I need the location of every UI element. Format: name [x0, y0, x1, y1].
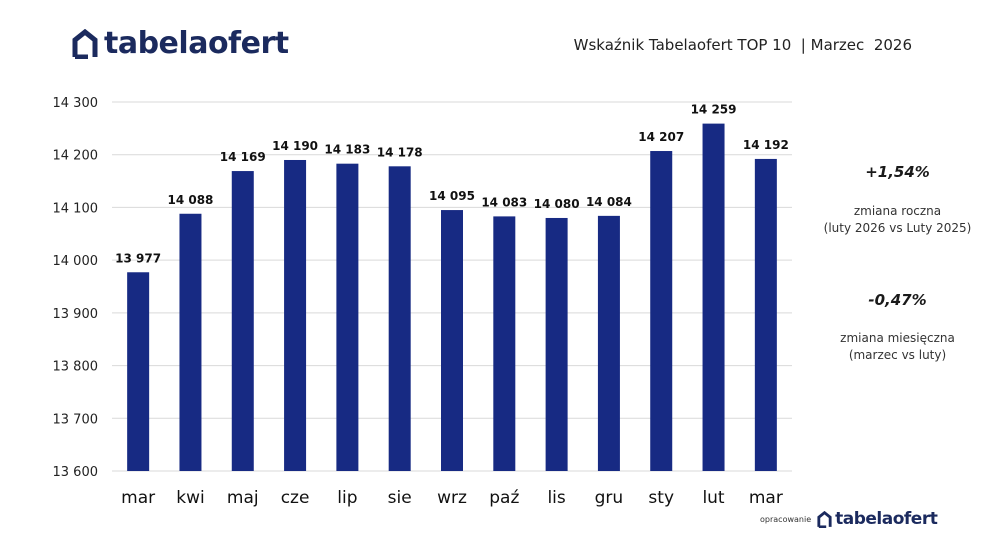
bar-value-label: 14 088: [167, 193, 213, 207]
bar: [545, 217, 568, 471]
y-tick-label: 13 600: [53, 465, 99, 480]
footer-logo-part2: ofert: [892, 508, 938, 529]
x-tick-label: paź: [489, 488, 519, 508]
annual-change-label: zmiana roczna (luty 2026 vs Luty 2025): [810, 203, 985, 237]
x-tick-label: lis: [547, 488, 565, 508]
y-tick-label: 13 700: [53, 412, 99, 427]
bar-value-label: 14 095: [429, 189, 475, 203]
x-tick-label: sie: [388, 488, 412, 508]
x-tick-label: maj: [227, 488, 259, 508]
footer-credit: opracowanie tabelaofert: [760, 508, 938, 530]
y-tick-label: 13 800: [53, 360, 99, 375]
annual-change-label-line2: (luty 2026 vs Luty 2025): [823, 221, 972, 235]
bar-value-label: 14 190: [272, 139, 318, 153]
x-tick-label: lut: [702, 488, 724, 508]
monthly-change-label-line1: zmiana miesięczna: [840, 331, 955, 345]
bar-value-label: 14 169: [220, 150, 266, 164]
bar: [650, 151, 673, 471]
y-tick-label: 14 300: [53, 96, 99, 111]
brand-logo: tabelaofert: [72, 24, 289, 64]
bar-value-label: 14 259: [691, 103, 737, 117]
y-tick-label: 13 900: [53, 307, 99, 322]
footer-logo-part1: tabela: [835, 508, 893, 529]
bar-value-label: 14 080: [534, 197, 580, 211]
bar: [702, 123, 725, 471]
footer-logo: tabelaofert: [817, 508, 938, 529]
bar: [493, 216, 516, 471]
x-tick-label: gru: [595, 488, 624, 508]
logo-text-part1: tabela: [104, 26, 208, 61]
bar-value-label: 14 178: [377, 145, 423, 159]
x-tick-label: wrz: [437, 488, 467, 508]
bar: [127, 272, 150, 471]
bar: [231, 171, 254, 471]
bar: [388, 166, 411, 471]
logo-text-part2: ofert: [207, 26, 289, 61]
bar: [179, 213, 202, 472]
bar-value-label: 14 083: [481, 195, 527, 209]
bar-value-label: 14 192: [743, 138, 789, 152]
bar-value-label: 14 183: [324, 143, 370, 157]
y-tick-label: 14 100: [53, 201, 99, 216]
x-tick-label: lip: [337, 488, 357, 508]
bar: [597, 215, 620, 471]
annual-change-value: +1,54%: [865, 163, 930, 181]
monthly-change-label-line2: (marzec vs luty): [848, 348, 947, 362]
x-tick-label: mar: [121, 488, 155, 508]
monthly-change-value: -0,47%: [868, 291, 927, 309]
bar: [754, 158, 777, 471]
annual-change-label-line1: zmiana roczna: [853, 204, 942, 218]
bar-value-label: 13 977: [115, 251, 161, 265]
house-icon: [817, 510, 832, 528]
y-tick-label: 14 200: [53, 149, 99, 164]
x-tick-label: cze: [281, 488, 310, 508]
bar: [441, 210, 463, 472]
y-tick-label: 14 000: [53, 254, 99, 269]
x-tick-label: mar: [749, 488, 783, 508]
x-tick-label: kwi: [176, 488, 204, 508]
bar-value-label: 14 084: [586, 195, 632, 209]
bar-value-label: 14 207: [638, 130, 684, 144]
footer-prefix: opracowanie: [760, 514, 812, 524]
house-icon: [72, 29, 98, 59]
bar: [284, 159, 307, 471]
chart-header-title: Wskaźnik Tabelaofert TOP 10 | Marzec 202…: [573, 36, 912, 54]
monthly-change-label: zmiana miesięczna (marzec vs luty): [810, 330, 985, 364]
bar: [336, 163, 359, 471]
x-tick-label: sty: [648, 488, 674, 508]
